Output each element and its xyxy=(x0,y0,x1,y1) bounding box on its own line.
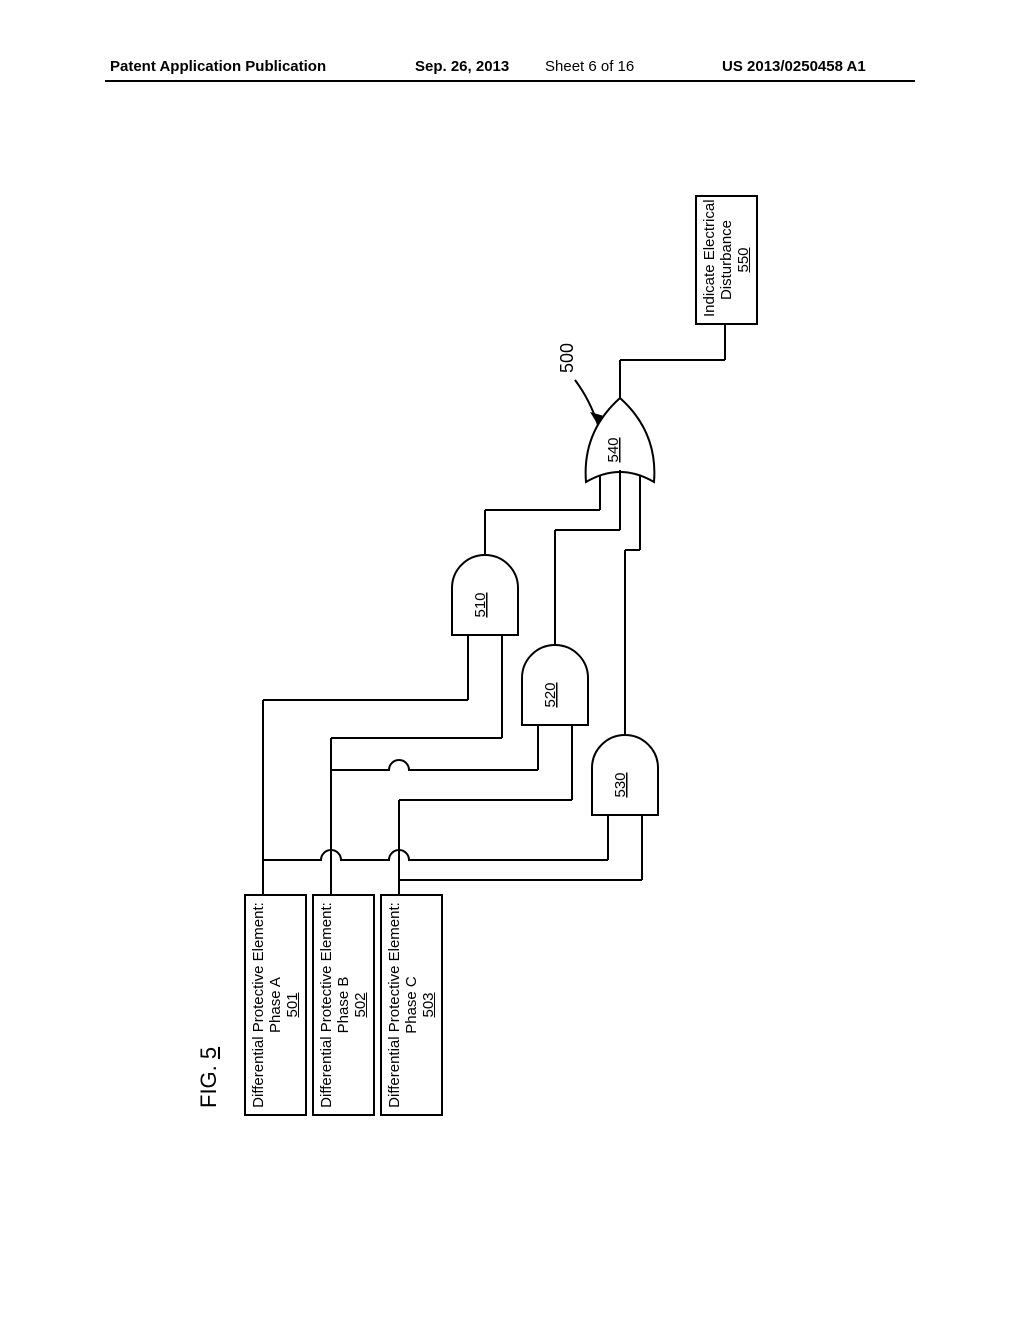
wire-a-to-510 xyxy=(263,635,468,894)
and-510-ref: 510 xyxy=(472,592,489,617)
and-520-ref: 520 xyxy=(542,682,559,707)
wire-c-to-530 xyxy=(399,815,642,894)
wire-or-to-output xyxy=(620,325,725,398)
or-gate-540: 540 xyxy=(586,398,655,482)
and-gate-530: 530 xyxy=(592,735,658,815)
and-530-ref: 530 xyxy=(612,772,629,797)
wire-520-to-or xyxy=(555,470,620,645)
wire-b-to-520 xyxy=(331,725,538,770)
and-gate-510: 510 xyxy=(452,555,518,635)
diagram-canvas: 510 520 530 540 xyxy=(0,0,1024,1320)
or-540-ref: 540 xyxy=(605,437,622,462)
wire-c-to-520 xyxy=(399,725,572,894)
and-gate-520: 520 xyxy=(522,645,588,725)
wire-a-to-530 xyxy=(263,815,608,894)
wire-b-to-510 xyxy=(331,635,502,894)
wire-530-to-or xyxy=(625,476,640,735)
wire-510-to-or xyxy=(485,476,600,555)
